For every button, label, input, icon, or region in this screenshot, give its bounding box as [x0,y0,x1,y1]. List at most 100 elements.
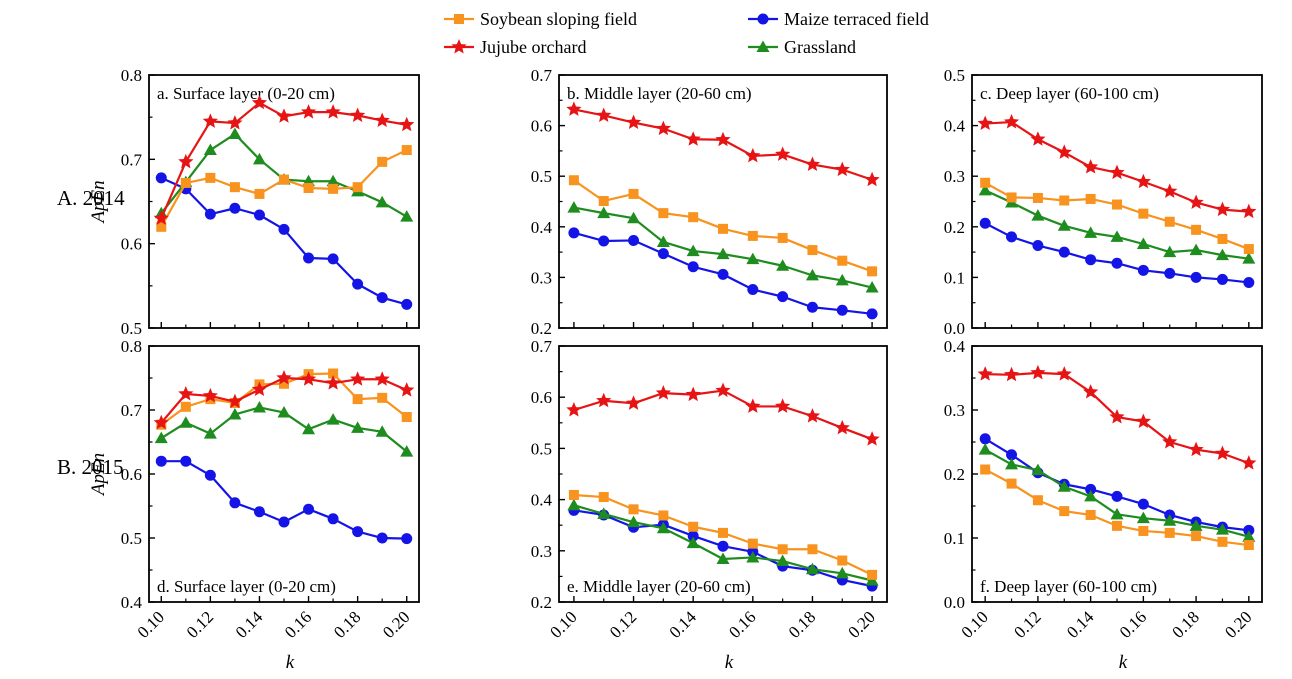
series-maize-terraced-field [155,172,413,310]
data-point [375,425,389,437]
data-point [628,504,639,515]
series-jujube-orchard [566,101,880,187]
x-tick-label: 0.10 [958,607,992,641]
series-grassland [567,201,879,293]
data-point [229,182,240,193]
data-point [399,116,415,132]
data-point [775,398,791,413]
data-point [1111,257,1123,269]
x-tick-label: 0.12 [606,607,640,641]
data-point [1191,224,1202,235]
data-point [227,393,243,409]
data-point [377,156,388,167]
panel-b: 0.2 0.3 0.4 0.5 0.6 0.7 b. Middle layer (20-60… [531,66,888,338]
data-point [805,268,819,281]
data-point [747,230,758,241]
series-grassland [567,498,879,586]
data-point [303,252,315,264]
data-point [1189,519,1203,531]
data-point [1109,409,1125,424]
panel-label: d. Surface layer (0-20 cm) [157,577,336,596]
data-point [658,208,669,219]
panel-label: f. Deep layer (60-100 cm) [980,577,1157,596]
data-point [656,521,670,534]
panel-label: b. Middle layer (20-60 cm) [567,84,752,103]
data-point [303,503,315,515]
series-jujube-orchard [977,114,1257,219]
data-point [1215,523,1229,535]
data-point [655,120,671,136]
panel-label: c. Deep layer (60-100 cm) [980,84,1159,103]
data-point [1164,267,1176,279]
data-point [154,431,168,444]
data-point [865,281,879,293]
data-point [834,161,850,177]
y-tick-label: 0.4 [944,117,966,136]
data-point [1188,194,1204,209]
data-point [776,259,790,271]
data-point [566,402,582,417]
data-point [178,153,194,169]
legend-item-jujube-orchard: Jujube orchard [444,37,586,57]
data-point [718,527,728,538]
legend-marker-star [451,39,467,54]
x-tick-label: 0.20 [1221,607,1255,641]
data-point [1243,244,1254,255]
data-point [1006,449,1018,461]
y-tick-label: 0.5 [121,529,142,548]
data-point [835,273,849,286]
data-point [1084,226,1098,238]
data-point [229,202,241,214]
data-point [302,422,316,435]
data-point [1217,233,1228,244]
data-point [1003,366,1020,382]
data-point [804,156,821,172]
data-point [776,554,790,567]
data-point [326,174,340,187]
x-tick-label: 0.20 [844,607,878,641]
data-point [279,174,289,185]
data-point [807,544,818,555]
data-point [352,526,364,538]
data-point [374,371,390,386]
data-point [1032,495,1043,506]
data-point [352,182,363,193]
data-point [278,516,290,528]
data-point [254,188,265,199]
data-point [836,304,848,316]
x-tick-label: 0.12 [183,607,217,641]
data-point [374,112,390,128]
data-point [715,382,731,398]
data-point [688,521,699,532]
data-point [202,113,218,128]
y-tick-label: 0.2 [531,593,552,612]
data-point [715,131,731,147]
data-point [864,171,880,187]
data-point [1085,509,1096,520]
data-point [400,445,414,457]
panel-a: 0.5 0.6 0.7 0.8 a. Surface layer (0-20 cm) Ap… [88,66,420,338]
panel-label: a. Surface layer (0-20 cm) [157,84,335,103]
data-point [1005,457,1019,470]
data-point [686,244,700,257]
data-point [1058,246,1070,258]
y-tick-label: 0.7 [531,337,553,356]
data-point [657,248,669,260]
x-tick-label: 0.16 [1116,607,1150,641]
data-point [627,211,641,224]
data-point [978,443,992,455]
data-point [1162,183,1178,198]
data-point [1083,384,1099,399]
x-tick-label: 0.20 [379,607,413,641]
y-tick-label: 0.0 [944,319,965,338]
data-point [300,371,317,386]
y-axis-title: ApEn [88,453,109,497]
data-point [806,301,818,313]
data-point [656,235,670,247]
legend-label: Jujube orchard [480,37,586,57]
data-point [1242,530,1256,542]
data-point [300,104,317,119]
data-point [156,221,167,232]
